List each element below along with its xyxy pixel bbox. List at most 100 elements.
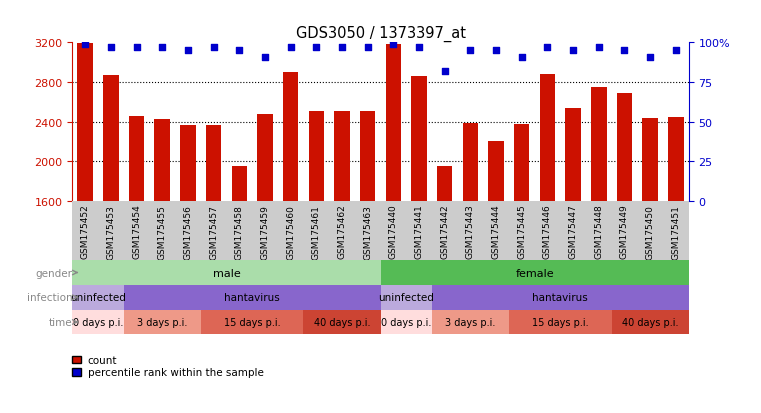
Text: 40 days p.i.: 40 days p.i. bbox=[622, 317, 678, 327]
Text: GSM175458: GSM175458 bbox=[234, 204, 244, 259]
Text: infection: infection bbox=[27, 292, 72, 302]
Text: GSM175441: GSM175441 bbox=[415, 204, 424, 259]
Point bbox=[516, 54, 528, 61]
Bar bbox=[72, 261, 381, 285]
Text: GSM175445: GSM175445 bbox=[517, 204, 527, 259]
Text: GSM175443: GSM175443 bbox=[466, 204, 475, 259]
Point bbox=[464, 48, 476, 55]
Bar bbox=[432, 310, 509, 335]
Bar bbox=[386, 45, 401, 201]
Text: GSM175450: GSM175450 bbox=[645, 204, 654, 259]
Bar bbox=[612, 310, 689, 335]
Text: GSM175457: GSM175457 bbox=[209, 204, 218, 259]
Title: GDS3050 / 1373397_at: GDS3050 / 1373397_at bbox=[295, 26, 466, 42]
Bar bbox=[412, 77, 427, 201]
Text: 40 days p.i.: 40 days p.i. bbox=[314, 317, 370, 327]
Point bbox=[490, 48, 502, 55]
Point bbox=[310, 45, 323, 51]
Text: GSM175451: GSM175451 bbox=[671, 204, 680, 259]
Bar bbox=[360, 112, 375, 201]
Bar bbox=[304, 310, 380, 335]
Text: GSM175460: GSM175460 bbox=[286, 204, 295, 259]
Text: GSM175440: GSM175440 bbox=[389, 204, 398, 259]
Point bbox=[156, 45, 168, 51]
Bar bbox=[103, 76, 119, 201]
Text: 0 days p.i.: 0 days p.i. bbox=[73, 317, 123, 327]
Point bbox=[182, 48, 194, 55]
Point bbox=[593, 45, 605, 51]
Bar bbox=[72, 310, 123, 335]
Text: hantavirus: hantavirus bbox=[533, 292, 588, 302]
Bar bbox=[334, 112, 350, 201]
Text: 0 days p.i.: 0 days p.i. bbox=[381, 317, 431, 327]
Bar bbox=[380, 261, 689, 285]
Point bbox=[670, 48, 682, 55]
Point bbox=[567, 48, 579, 55]
Bar bbox=[617, 94, 632, 201]
Bar bbox=[668, 117, 683, 201]
Bar bbox=[565, 109, 581, 201]
Text: GSM175456: GSM175456 bbox=[183, 204, 193, 259]
Text: time: time bbox=[49, 317, 72, 327]
Bar bbox=[380, 285, 432, 310]
Bar bbox=[129, 116, 145, 201]
Bar bbox=[309, 112, 324, 201]
Bar bbox=[463, 123, 478, 201]
Text: GSM175459: GSM175459 bbox=[260, 204, 269, 259]
Bar bbox=[72, 285, 123, 310]
Bar bbox=[180, 125, 196, 201]
Point bbox=[79, 42, 91, 48]
Bar bbox=[283, 73, 298, 201]
Text: GSM175447: GSM175447 bbox=[568, 204, 578, 259]
Text: GSM175461: GSM175461 bbox=[312, 204, 321, 259]
Bar bbox=[509, 310, 612, 335]
Bar bbox=[201, 310, 304, 335]
Point bbox=[361, 45, 374, 51]
Bar bbox=[380, 310, 432, 335]
Text: 15 days p.i.: 15 days p.i. bbox=[224, 317, 280, 327]
Bar bbox=[154, 119, 170, 201]
Text: male: male bbox=[212, 268, 240, 278]
Point bbox=[233, 48, 245, 55]
Bar bbox=[514, 124, 530, 201]
Point bbox=[438, 69, 451, 75]
Text: female: female bbox=[515, 268, 554, 278]
Point bbox=[387, 42, 400, 48]
Text: gender: gender bbox=[35, 268, 72, 278]
Text: count: count bbox=[88, 355, 117, 365]
Bar bbox=[205, 125, 221, 201]
Bar bbox=[123, 285, 380, 310]
Text: GSM175452: GSM175452 bbox=[81, 204, 90, 259]
Bar bbox=[437, 167, 453, 201]
Text: GSM175462: GSM175462 bbox=[337, 204, 346, 259]
Point bbox=[336, 45, 348, 51]
Text: percentile rank within the sample: percentile rank within the sample bbox=[88, 368, 263, 377]
Point bbox=[130, 45, 142, 51]
Bar bbox=[257, 114, 272, 201]
Point bbox=[105, 45, 117, 51]
Point bbox=[644, 54, 656, 61]
Text: GSM175455: GSM175455 bbox=[158, 204, 167, 259]
Point bbox=[541, 45, 553, 51]
Point bbox=[285, 45, 297, 51]
Text: hantavirus: hantavirus bbox=[224, 292, 280, 302]
Bar bbox=[591, 88, 607, 201]
Bar bbox=[642, 119, 658, 201]
Text: GSM175444: GSM175444 bbox=[492, 204, 501, 259]
Text: 3 days p.i.: 3 days p.i. bbox=[445, 317, 495, 327]
Point bbox=[413, 45, 425, 51]
Text: GSM175442: GSM175442 bbox=[440, 204, 449, 259]
Text: GSM175453: GSM175453 bbox=[107, 204, 116, 259]
Text: uninfected: uninfected bbox=[378, 292, 434, 302]
Text: GSM175454: GSM175454 bbox=[132, 204, 141, 259]
Text: uninfected: uninfected bbox=[70, 292, 126, 302]
Text: GSM175449: GSM175449 bbox=[620, 204, 629, 259]
Bar bbox=[78, 44, 93, 201]
Bar bbox=[231, 167, 247, 201]
Point bbox=[259, 54, 271, 61]
Text: GSM175448: GSM175448 bbox=[594, 204, 603, 259]
Text: 3 days p.i.: 3 days p.i. bbox=[137, 317, 187, 327]
Point bbox=[619, 48, 631, 55]
Text: GSM175446: GSM175446 bbox=[543, 204, 552, 259]
Point bbox=[208, 45, 220, 51]
